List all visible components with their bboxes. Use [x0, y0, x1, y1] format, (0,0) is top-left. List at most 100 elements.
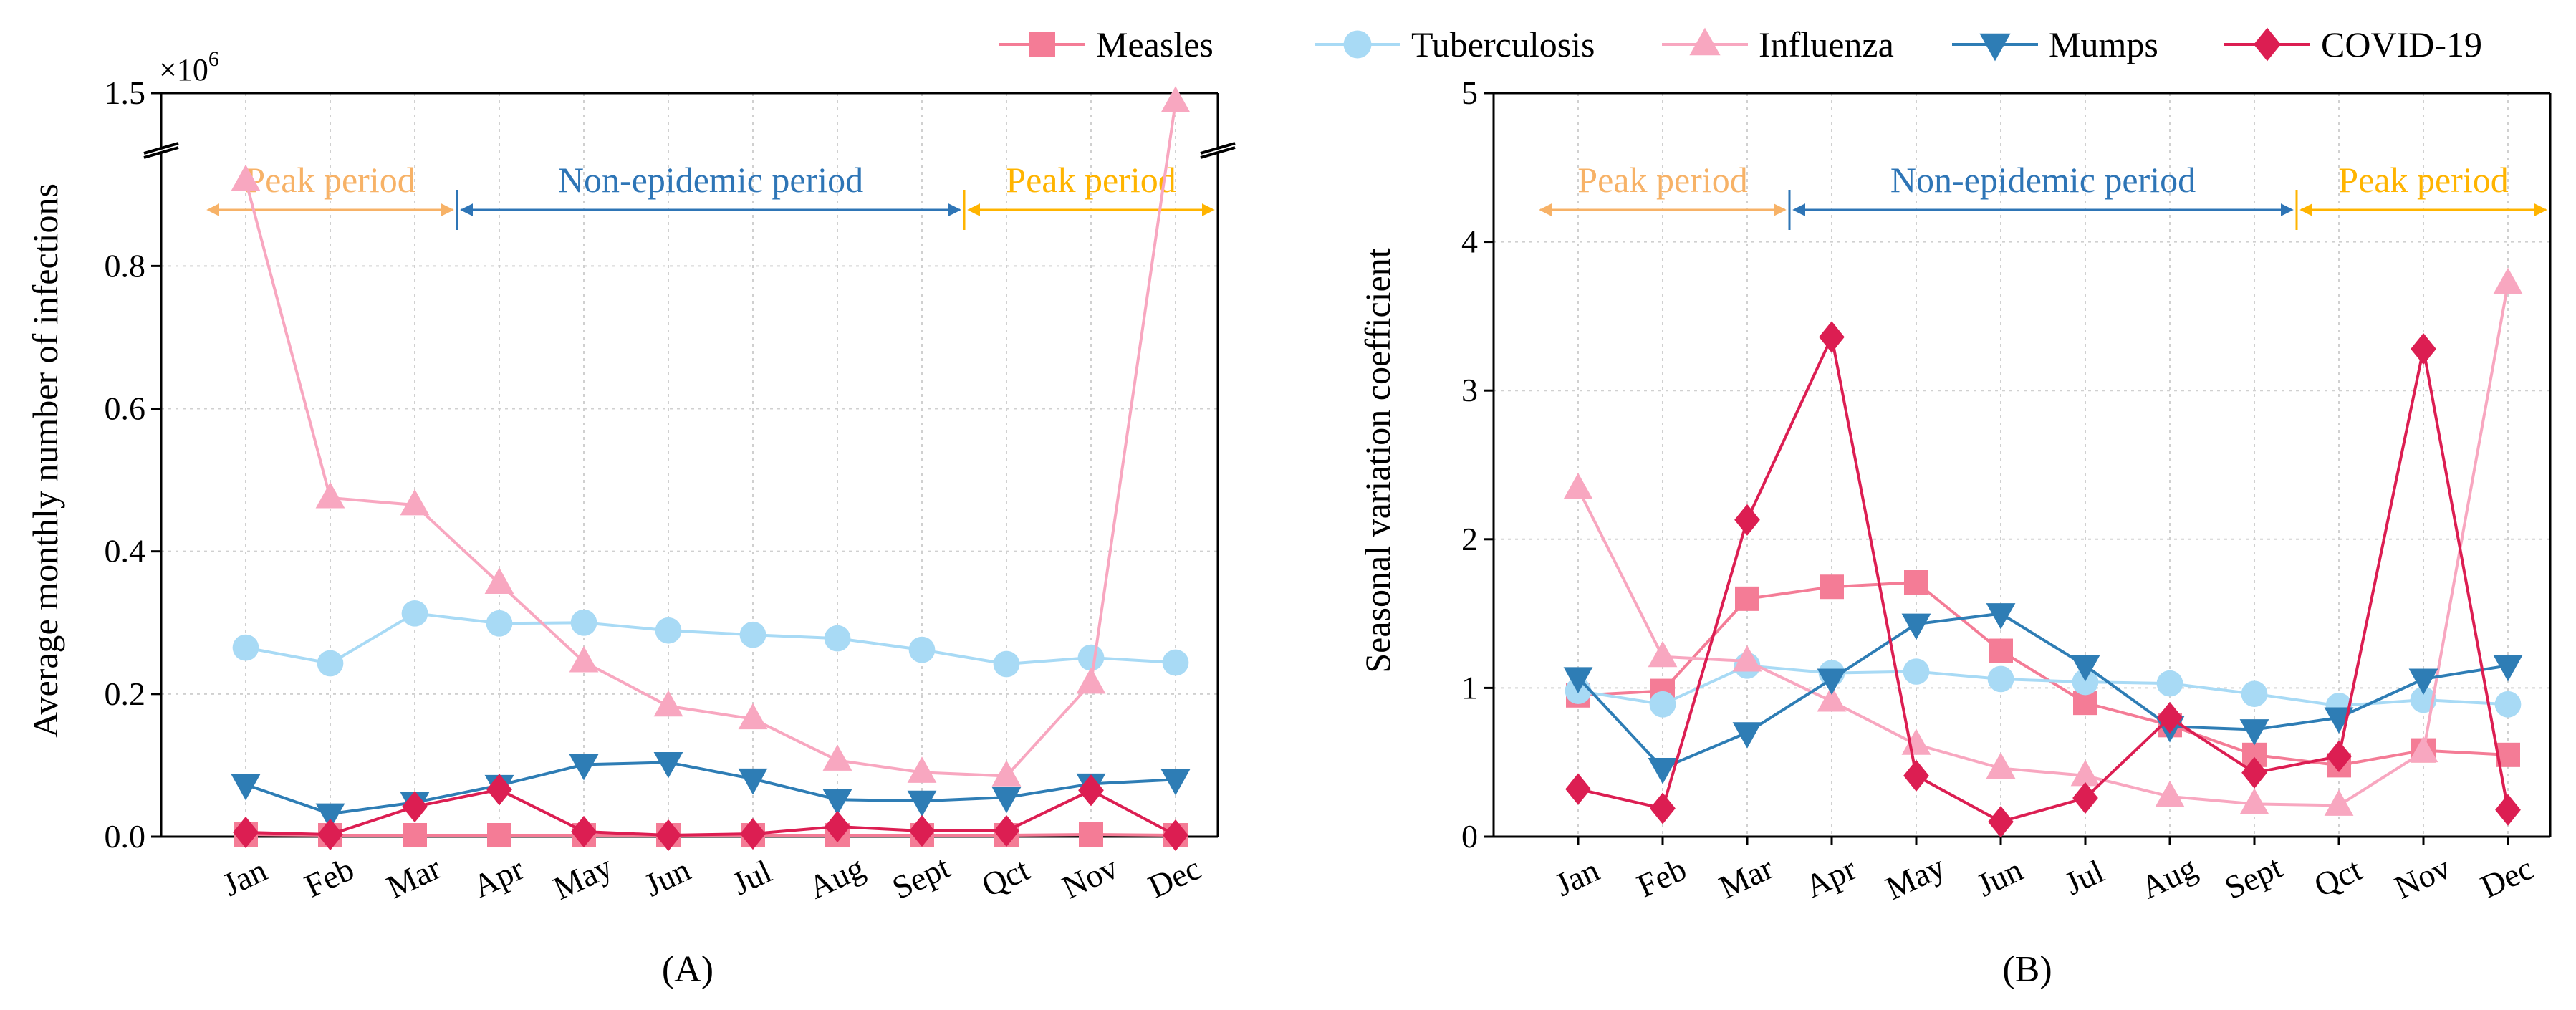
data-point	[315, 481, 345, 509]
legend-item: Mumps	[1952, 24, 2158, 64]
y-tick-label: 0.6	[105, 390, 146, 427]
y-tick-label: 4	[1461, 223, 1478, 260]
data-point	[738, 703, 768, 730]
data-point	[400, 489, 430, 516]
period-label: Peak period	[1577, 160, 1747, 200]
data-point	[1901, 613, 1931, 640]
data-point	[2070, 759, 2100, 787]
legend-item: Influenza	[1662, 24, 1894, 64]
data-point	[739, 621, 766, 648]
panel-a: Average monthly number of infections ×10…	[25, 47, 1239, 990]
data-point	[993, 650, 1020, 678]
data-point	[907, 790, 937, 817]
x-tick-label: Dec	[2475, 850, 2539, 905]
y-tick-label: 0.2	[105, 675, 146, 712]
data-point	[1650, 792, 1676, 824]
period-label: Non-epidemic period	[558, 160, 863, 200]
data-point	[1732, 722, 1762, 749]
data-point	[1989, 638, 2013, 663]
legend-marker	[1029, 32, 1055, 57]
data-point	[2324, 707, 2354, 734]
data-point	[2494, 691, 2522, 718]
legend-marker	[1343, 30, 1372, 59]
data-point	[1903, 759, 1929, 792]
y-tick-label: 0.8	[105, 247, 146, 284]
x-tick-label: Dec	[1143, 850, 1206, 905]
x-tick-label: Aug	[2135, 849, 2202, 906]
y-tick-label: 0	[1461, 818, 1478, 855]
y-tick-label: 1	[1461, 669, 1478, 706]
series-measles	[1566, 570, 2520, 778]
legend-item: Tuberculosis	[1315, 24, 1595, 64]
data-point	[909, 814, 935, 847]
data-point	[653, 751, 683, 779]
series-influenza	[231, 86, 1191, 787]
y-axis-label: Average monthly number of infections	[25, 183, 65, 738]
data-point	[2157, 701, 2183, 734]
series-mumps	[231, 751, 1191, 830]
series-line	[1577, 664, 2509, 708]
data-point	[655, 819, 681, 852]
data-point	[653, 690, 683, 717]
data-point	[2324, 789, 2354, 816]
legend-marker	[1979, 33, 2011, 62]
data-point	[402, 791, 428, 823]
legend-item: COVID-19	[2224, 24, 2482, 64]
data-point	[1077, 644, 1105, 671]
data-point	[825, 810, 850, 843]
data-point	[1817, 668, 1847, 696]
data-point	[1903, 658, 1930, 685]
data-point	[824, 625, 851, 652]
legend-label: Tuberculosis	[1411, 24, 1595, 64]
series-line	[1577, 580, 2509, 767]
x-tick-label: Mar	[381, 850, 446, 906]
panel-b: Seasonal variation coefficient (B) 0 1 2 3 4…	[1357, 74, 2552, 990]
data-point	[1986, 603, 2016, 630]
data-point	[2326, 740, 2352, 772]
legend: Measles Tuberculosis Influenza Mumps COVID-1…	[999, 24, 2482, 64]
period-label: Peak period	[245, 160, 415, 200]
x-tick-label: Nov	[1057, 849, 1123, 906]
series-covid-19	[233, 774, 1188, 852]
data-point	[231, 774, 261, 801]
y-axis-label: Seasonal variation coefficient	[1357, 248, 1398, 673]
data-point	[655, 617, 682, 644]
x-tick-label: May	[548, 848, 618, 907]
series-covid-19	[1565, 321, 2521, 838]
gridlines	[161, 93, 1218, 837]
period-label: Non-epidemic period	[1890, 160, 2196, 200]
data-point	[233, 816, 259, 849]
axis-break-mark	[140, 142, 183, 159]
data-point	[2408, 668, 2438, 696]
legend-label: Mumps	[2049, 24, 2158, 64]
axis-break-stroke	[143, 146, 179, 159]
data-point	[2408, 736, 2438, 763]
data-point	[403, 823, 427, 848]
series-line	[244, 102, 1177, 778]
data-point	[2241, 756, 2267, 789]
data-point	[907, 756, 937, 783]
legend-item: Measles	[999, 24, 1213, 64]
data-point	[317, 818, 343, 851]
data-point	[1162, 649, 1189, 676]
data-point	[2495, 794, 2521, 826]
data-point	[1078, 774, 1104, 807]
legend-label: COVID-19	[2321, 24, 2482, 64]
data-point	[738, 768, 768, 795]
data-point	[1732, 645, 1762, 672]
x-tick-label: Apr	[467, 850, 529, 905]
data-point	[569, 754, 599, 781]
axis-break-mark	[1196, 142, 1239, 159]
data-point	[1160, 86, 1191, 112]
data-point	[569, 645, 599, 673]
x-tick-label: Sept	[2219, 848, 2288, 906]
period-label: Peak period	[2338, 160, 2508, 200]
x-tick-label: Jul	[726, 852, 777, 902]
data-point	[401, 600, 428, 627]
series-line	[245, 761, 1176, 816]
data-point	[994, 814, 1019, 847]
y-tick-label: 3	[1461, 372, 1478, 408]
data-point	[2411, 332, 2436, 365]
axis-break-gap	[1196, 148, 1239, 153]
